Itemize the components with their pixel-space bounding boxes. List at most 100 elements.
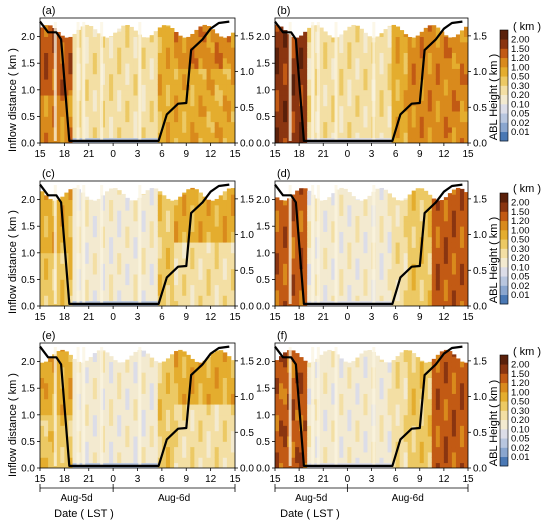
heatmap-cell — [178, 35, 183, 38]
x-tick-label: 12 — [438, 312, 450, 323]
heatmap-cell — [88, 132, 94, 139]
heatmap-cell — [351, 268, 356, 275]
heatmap-cell — [347, 279, 352, 286]
heatmap-cell — [170, 137, 175, 143]
heatmap-cell — [411, 79, 417, 85]
heatmap-cell — [359, 268, 364, 275]
heatmap-cell — [68, 361, 73, 368]
heatmap-cell — [88, 247, 94, 254]
heatmap-cell — [443, 57, 449, 64]
heatmap-cell — [165, 409, 171, 416]
heatmap-cell — [113, 252, 118, 259]
heatmap-cell — [48, 425, 53, 432]
heatmap-gap — [100, 185, 104, 304]
heatmap-cell — [399, 258, 405, 264]
heatmap-cell — [153, 430, 159, 437]
heatmap-cell — [423, 105, 429, 112]
heatmap-cell — [153, 361, 159, 363]
heatmap-cell — [194, 121, 199, 128]
heatmap-cell — [331, 111, 336, 117]
heatmap-cell — [206, 57, 212, 64]
heatmap-cell — [64, 377, 69, 384]
heatmap-cell — [153, 404, 159, 410]
heatmap-cell — [463, 274, 468, 280]
heatmap-cell — [391, 111, 397, 117]
heatmap-cell — [40, 194, 45, 201]
heatmap-cell — [174, 57, 179, 64]
heatmap-cell — [435, 274, 441, 280]
heatmap-cell — [435, 247, 441, 254]
heatmap-cell — [133, 446, 138, 453]
heatmap-cell — [133, 41, 138, 48]
heatmap-cell — [48, 242, 53, 248]
heatmap-cell — [56, 111, 61, 117]
heatmap-cell — [149, 188, 155, 190]
heatmap-cell — [455, 231, 461, 238]
heatmap-cell — [343, 279, 348, 286]
heatmap-cell — [351, 210, 356, 216]
heatmap-cell — [455, 127, 461, 133]
heatmap-cell — [351, 295, 356, 302]
heatmap-cell — [92, 47, 98, 53]
heatmap-cell — [291, 242, 296, 248]
heatmap-cell — [149, 194, 155, 201]
heatmap-cell — [435, 79, 441, 85]
heatmap-cell — [295, 295, 300, 302]
heatmap-cell — [178, 215, 183, 222]
heatmap-cell — [92, 31, 98, 38]
heatmap-cell — [68, 41, 73, 48]
heatmap-cell — [327, 268, 332, 275]
heatmap-cell — [447, 105, 453, 112]
heatmap-cell — [419, 57, 425, 64]
heatmap-cell — [141, 89, 147, 96]
heatmap-cell — [343, 231, 348, 238]
heatmap-cell — [339, 204, 344, 211]
heatmap-cell — [56, 89, 61, 96]
heatmap-cell — [206, 127, 212, 133]
heatmap-cell — [423, 63, 429, 69]
heatmap-cell — [447, 226, 453, 232]
heatmap-cell — [117, 430, 122, 437]
heatmap-cell — [129, 420, 134, 426]
heatmap-cell — [117, 68, 122, 75]
heatmap-cell — [415, 36, 421, 43]
heatmap-cell — [395, 73, 401, 80]
heatmap-cell — [331, 252, 336, 259]
heatmap-cell — [161, 25, 167, 27]
heatmap-cell — [210, 210, 216, 216]
heatmap-cell — [92, 73, 98, 80]
heatmap-cell — [447, 47, 453, 53]
heatmap-cell — [161, 430, 167, 437]
heatmap-cell — [355, 95, 360, 101]
heatmap-cell — [145, 242, 151, 248]
heatmap-cell — [121, 73, 126, 80]
heatmap-cell — [129, 210, 134, 216]
heatmap-cell — [129, 52, 134, 59]
heatmap-cell — [68, 247, 73, 254]
heatmap-cell — [218, 220, 224, 227]
heatmap-cell — [275, 73, 280, 80]
x-tick-label: 3 — [135, 312, 141, 323]
heatmap-cell — [125, 226, 130, 232]
heatmap-cell — [161, 274, 167, 280]
heatmap-cell — [153, 63, 159, 69]
heatmap-cell — [121, 220, 126, 227]
heatmap-cell — [463, 204, 468, 211]
heatmap-cell — [121, 231, 126, 238]
heatmap-cell — [174, 68, 179, 75]
heatmap-cell — [92, 263, 98, 270]
x-tick-label: 6 — [159, 312, 165, 323]
heatmap-cell — [40, 204, 45, 211]
heatmap-cell — [48, 279, 53, 286]
heatmap-cell — [419, 220, 425, 227]
heatmap-cell — [295, 263, 300, 270]
heatmap-cell — [44, 252, 49, 259]
heatmap-cell — [399, 300, 405, 306]
heatmap-cell — [165, 137, 171, 143]
heatmap-cell — [133, 356, 138, 363]
heatmap-cell — [96, 121, 102, 128]
heatmap-cell — [113, 111, 118, 117]
heatmap-cell — [60, 199, 65, 206]
heatmap-cell — [427, 132, 433, 139]
heatmap-cell — [100, 377, 106, 384]
